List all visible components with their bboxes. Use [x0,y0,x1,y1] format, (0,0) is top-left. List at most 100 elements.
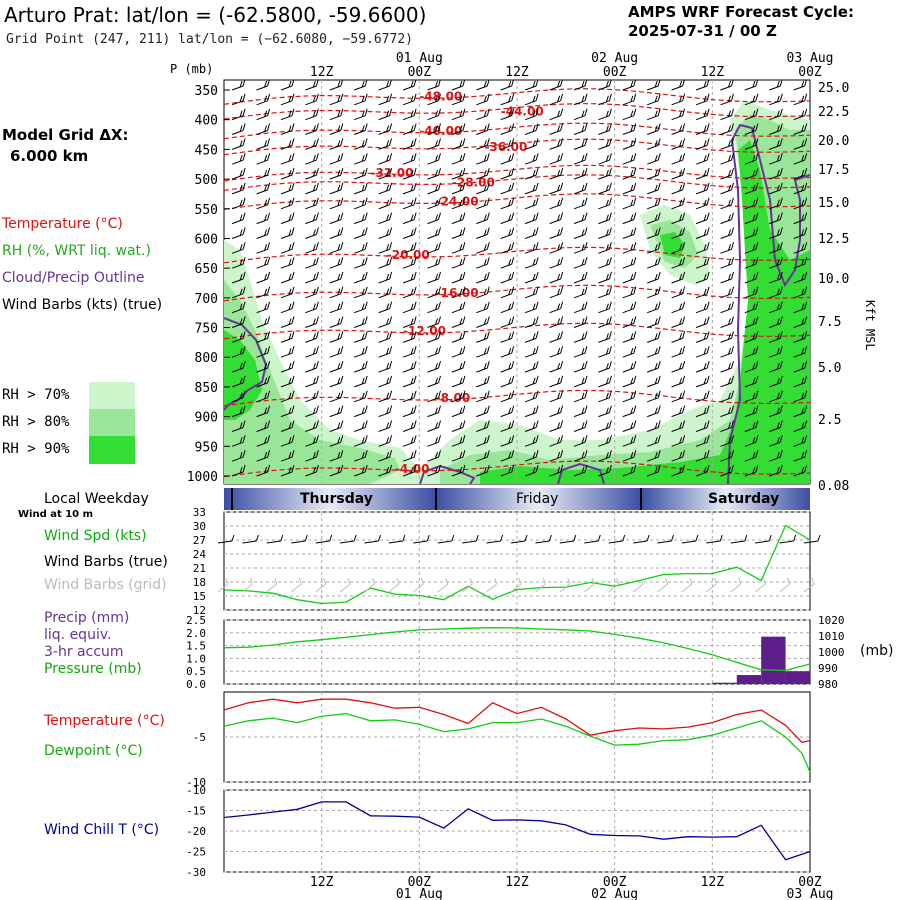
wind-barb-feather [410,303,414,310]
wind-barb-feather [364,316,368,324]
wind-barb-feather [776,229,780,236]
wind-barb-feather [312,466,316,474]
wind-barb [573,286,588,299]
wind-barb [329,390,344,403]
wind-barb-staff [378,323,390,328]
wind-barb-feather [679,273,683,281]
wind-barb-staff [402,456,415,462]
wind-barb-feather [337,333,341,340]
wind-barb-staff [280,248,293,254]
wind-barb [598,212,612,225]
wind-barb-staff [329,367,341,373]
wind-barb-feather [608,257,612,265]
wind-barb-staff [793,278,805,284]
wind-barb-feather [706,123,710,131]
surface-wind-barb [486,534,504,544]
wind-barb-staff [573,352,586,358]
wind-barb-feather [435,125,438,132]
wind-barb-feather [462,123,466,131]
wind-barb-feather [242,227,246,235]
wind-barb-staff [720,85,732,91]
wind-barb-staff [231,441,244,447]
wind-barb-feather [557,348,561,355]
wind-barb-feather [410,407,414,414]
wind-barb [720,257,734,269]
wind-barb-feather [511,360,515,369]
bottom-hour-tick: 12Z [310,875,334,890]
wind-barb-feather [804,167,808,176]
wind-barb-staff [793,308,805,314]
wind-barb-staff [354,130,366,135]
wind-barb [769,182,783,195]
wind-barb-staff [329,234,341,239]
wind-barb-feather [706,80,710,87]
wind-barb-staff [524,427,537,432]
bottom-hour-tick: 12Z [505,875,529,890]
wind-barb-feather [291,316,295,324]
wind-barb-feather [731,301,734,309]
grid-barb-feather [689,577,693,585]
wind-barb [769,331,783,343]
wind-barb-staff [695,159,708,165]
wind-barb [549,108,564,121]
wind-barb-staff [402,293,415,299]
wind-barb-feather [779,212,783,220]
wind-barb-feather [410,95,414,102]
wind-barb-staff [256,352,268,358]
wind-barb-feather [511,108,515,116]
wind-barb-feather [630,80,634,88]
wind-barb [500,271,515,284]
wind-barb-feather [752,155,756,162]
wind-barb [402,316,417,328]
wind-barb-feather [386,422,390,429]
wind-barb-feather [242,182,246,191]
wind-barb [427,167,441,180]
wind-barb [500,450,515,462]
wind-barb [280,80,295,91]
wind-barb-feather [291,167,295,176]
wind-barb [573,242,588,254]
wind-barb-feather [605,229,609,236]
wind-barb-feather [361,348,365,355]
wind-barb-feather [264,259,268,266]
wind-barb-feather [410,80,414,88]
wind-barb [256,286,271,299]
wind-barb-feather [755,390,759,398]
wind-barb-feather [703,288,707,295]
wind-barb [573,138,588,150]
wind-speed-line [223,524,811,605]
wind-barb [793,197,808,210]
wind-barb-feather [633,153,637,161]
wind-barb-staff [329,308,341,314]
wind-barb [549,331,564,343]
wind-barb [524,301,539,314]
wind-barb-feather [706,346,710,354]
wind-barb-feather [630,362,634,370]
wind-barb [451,123,466,135]
wind-barb [427,316,441,328]
wind-barb-staff [305,441,317,447]
wind-barb-feather [483,303,487,310]
wind-barb [647,197,661,210]
wind-barb-feather [435,392,438,399]
wind-barb-feather [267,257,271,265]
wind-barb [524,242,539,254]
wind-barb-feather [633,331,637,339]
wind-barb-feather [703,466,707,474]
wind-barb [793,301,808,314]
wind-barb-feather [608,375,612,384]
wind-barb-staff [402,412,415,418]
wind-barb-feather [557,95,561,102]
wind-barb [549,197,564,210]
wind-barb-feather [288,466,292,474]
wind-barb-staff [720,219,732,225]
wind-barb-staff [378,219,390,225]
wind-barb-feather [560,316,564,324]
wind-barb-feather [728,110,731,117]
wind-barb [671,227,686,239]
wind-barb-feather [435,229,438,236]
wind-barb-feather [511,301,515,309]
wind-barb [329,153,344,165]
wind-barb-feather [462,182,466,191]
wind-barb-feather [557,466,561,474]
